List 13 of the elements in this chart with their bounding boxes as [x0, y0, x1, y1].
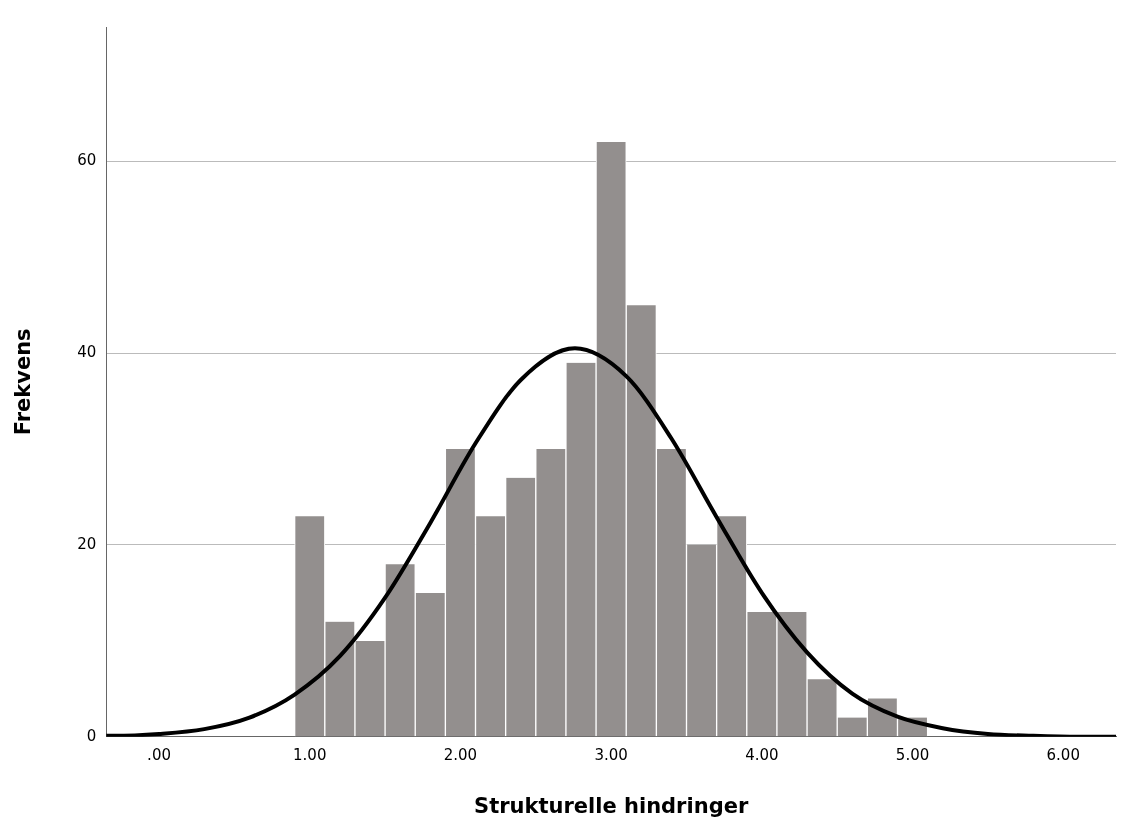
y-tick-label: 40: [77, 343, 97, 362]
x-axis-title: Strukturelle hindringer: [474, 793, 749, 818]
y-axis-title: Frekvens: [11, 328, 36, 436]
x-tick-label: 2.00: [443, 745, 478, 764]
y-tick-label: 60: [77, 151, 97, 170]
y-tick-label: 0: [86, 726, 97, 745]
x-tick-label: 5.00: [895, 745, 930, 764]
x-tick-label: 1.00: [293, 745, 327, 764]
x-tick-label: .00: [147, 745, 171, 764]
y-tick-label: 20: [77, 534, 97, 553]
x-tick-label: 4.00: [745, 745, 779, 764]
x-tick-label: 6.00: [1046, 745, 1080, 764]
x-tick-label: 3.00: [594, 745, 628, 764]
